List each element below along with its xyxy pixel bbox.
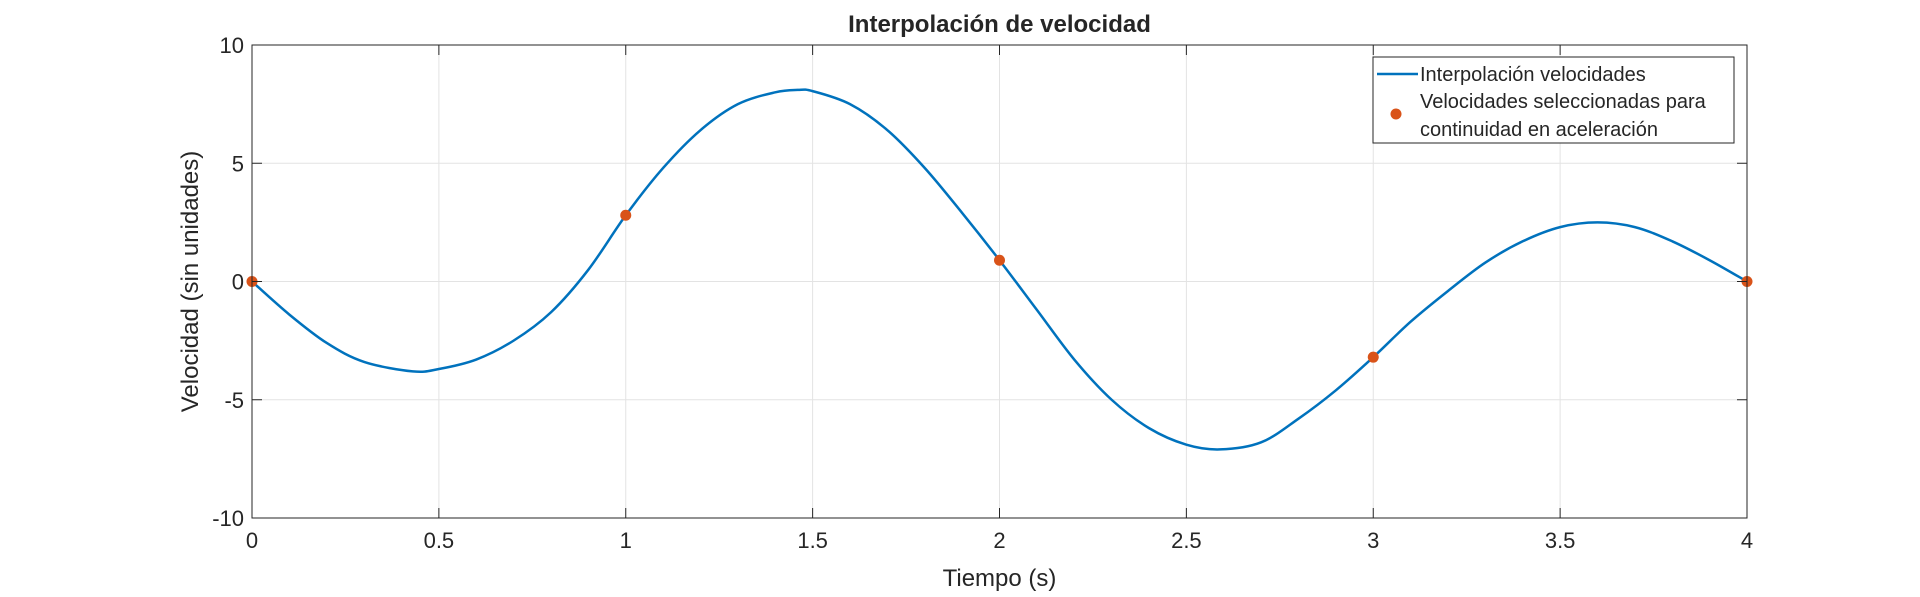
velocity-interpolation-line: [251, 88, 1748, 451]
selected-velocity-point: [620, 209, 632, 221]
y-tick-label: 5: [232, 151, 244, 176]
x-tick-label: 0.5: [424, 528, 455, 553]
legend-box: [1372, 56, 1735, 144]
selected-velocity-point: [994, 254, 1005, 266]
chart-title: Interpolación de velocidad: [848, 11, 1151, 38]
x-tick-label: 1.5: [797, 528, 828, 553]
axis-ticks: 0 0.5 1 1.5 2 2.5 3 3.5 4 -10 -5 0 5 10: [212, 33, 1753, 553]
y-tick-label: 10: [220, 33, 244, 58]
y-tick-label: -10: [212, 506, 244, 531]
y-tick-label: -5: [224, 388, 244, 413]
x-tick-label: 4: [1741, 528, 1753, 553]
legend-marker-sample: [1390, 108, 1402, 120]
y-tick-label: 0: [232, 270, 244, 295]
legend-entry-interpolation: Interpolación velocidades: [1420, 64, 1646, 86]
x-tick-label: 2: [993, 528, 1005, 553]
legend-entry-selected-line1: Velocidades seleccionadas para: [1420, 91, 1707, 113]
x-tick-label: 2.5: [1171, 528, 1202, 553]
legend: Interpolación velocidades Velocidades se…: [1372, 56, 1735, 144]
y-axis-label: Velocidad (sin unidades): [177, 151, 204, 413]
x-tick-label: 1: [620, 528, 632, 553]
x-axis-label: Tiempo (s): [943, 565, 1057, 592]
selected-velocity-point: [1367, 351, 1379, 363]
x-tick-label: 3: [1367, 528, 1379, 553]
x-tick-label: 0: [246, 528, 258, 553]
x-tick-label: 3.5: [1545, 528, 1576, 553]
legend-entry-selected-line2: continuidad en aceleración: [1420, 119, 1658, 141]
